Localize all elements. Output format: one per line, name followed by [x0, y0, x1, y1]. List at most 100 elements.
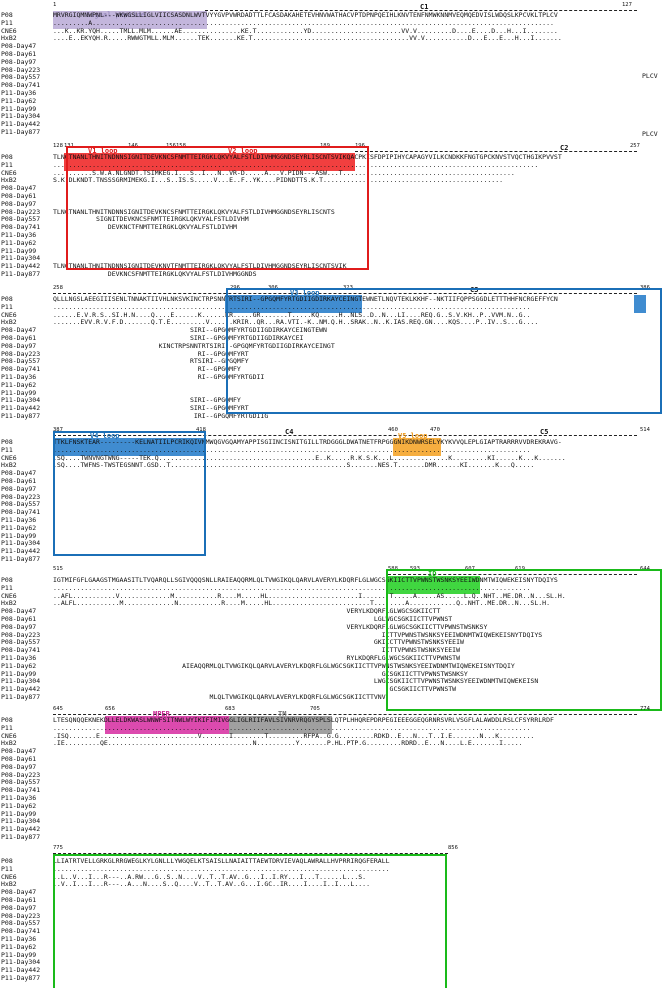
sequence-row — [53, 59, 562, 67]
sequence-name: P11-Day877 — [1, 127, 41, 136]
sequence-name: HxB2 — [1, 461, 17, 470]
highlight-region — [105, 716, 229, 734]
highlight-region — [393, 438, 441, 456]
sequence-name: P11-Day877 — [1, 973, 41, 982]
sequence-name: P11-Day442 — [1, 404, 41, 413]
sequence-name: P11 — [1, 723, 13, 732]
sequence-name: P08-Day557 — [1, 638, 41, 647]
sequence-row: ......E.V.R.S..SI.H.N....Q....E......K..… — [53, 310, 531, 319]
region-label: C4 — [285, 428, 294, 436]
sequence-rows: TTKLFNSKTEAR---------KELNATIILPCRIKQIVNM… — [53, 438, 566, 564]
sequence-name: P11-Day99 — [1, 104, 37, 113]
sequence-name: P11-Day36 — [1, 515, 37, 524]
sequence-row — [53, 129, 562, 137]
sequence-row: VERYLKDQRFLGLWGCSGKIICTT — [53, 607, 441, 616]
sequence-row: AIEAQQRMLQLTVWGIKQLQARVLAVERYLKDQRFLGLWG… — [53, 661, 515, 670]
highlight-region — [53, 11, 207, 29]
sequence-row: .ISQ.......E.........................V..… — [53, 731, 535, 740]
sequence-row: ICTTVPWNSTWSNKSYEEIW — [53, 646, 460, 655]
highlight-region — [634, 295, 646, 313]
sequence-name: P11-Day442 — [1, 825, 41, 834]
sequence-row: GCSGKIICTTVPWNSTWSNKSY — [53, 669, 468, 678]
sequence-name: P08-Day741 — [1, 786, 41, 795]
sequence-row — [53, 51, 562, 59]
sequence-name: P08-Day97 — [1, 622, 37, 631]
sequence-row: TLNCTNANLTHNITNDNNSIGNITDEVKNCSFNMTTEIRG… — [53, 207, 335, 216]
sequence-row: RTSIRI--GPGQMFY — [53, 357, 249, 366]
region-box — [53, 854, 447, 988]
sequence-row — [53, 834, 554, 842]
sequence-name: P11-Day62 — [1, 942, 37, 951]
sequence-names: P08 P11 CNE6 HxB2 P08-Day47 P08-Day61 P08-Day9… — [1, 153, 41, 279]
sequence-name: P11-Day304 — [1, 539, 41, 548]
alignment-block: 645 656 683 705 774 MPER TM P08 P11 CNE6 HxB2 P08-D… — [0, 706, 662, 846]
sequence-name: P11-Day36 — [1, 88, 37, 97]
position-number: 514 — [640, 427, 650, 433]
side-label: PLCV — [642, 72, 658, 80]
sequence-row — [53, 121, 562, 129]
sequence-name: P08-Day97 — [1, 57, 37, 66]
sequence-row: SIRI--GPGQMFYRT — [53, 404, 249, 413]
position-number: 856 — [448, 845, 458, 851]
sequence-rows: IGTMIFGFLGAAGSTMGAASITLTVQARQLLSGIVQQQSN… — [53, 576, 566, 702]
sequence-names: P08 P11 CNE6 HxB2 P08-Day47 P08-Day61 P08-Day9… — [1, 295, 41, 421]
loop-label: V2 loop — [228, 147, 258, 155]
loop-label: V4 loop — [90, 432, 120, 440]
sequence-name: P08-Day61 — [1, 476, 37, 485]
position-number: 258 — [53, 285, 63, 291]
sequence-name: P11-Day877 — [1, 269, 41, 278]
sequence-row — [53, 787, 554, 795]
alignment-block: 775 856 P08 P11 CNE6 HxB2 P08-Day47 P08-Day61 P0… — [0, 845, 662, 988]
sequence-name: P11-Day62 — [1, 801, 37, 810]
loop-label: MPER — [153, 710, 170, 718]
sequence-name: P11-Day62 — [1, 96, 37, 105]
sequence-name: P08-Day61 — [1, 754, 37, 763]
sequence-name: P08 — [1, 11, 13, 19]
sequence-row — [53, 795, 554, 803]
sequence-row — [53, 748, 554, 756]
sequence-name: P08-Day61 — [1, 49, 37, 58]
sequence-rows: QLLLNGSLAEEGIIISENLTNNAKTIIVHLNKSVKINCTR… — [53, 295, 558, 421]
region-box — [226, 288, 662, 414]
sequence-name: P08-Day741 — [1, 81, 41, 90]
sequence-name: P11-Day877 — [1, 832, 41, 841]
sequence-name: P11-Day442 — [1, 547, 41, 556]
region-box — [66, 146, 369, 270]
sequence-row — [53, 756, 554, 764]
loop-label: V1 loop — [88, 147, 118, 155]
sequence-row — [53, 772, 554, 780]
sequence-name: P11-Day62 — [1, 238, 37, 247]
sequence-name: P08-Day223 — [1, 770, 41, 779]
sequence-name: CNE6 — [1, 591, 17, 600]
sequence-row — [53, 106, 562, 114]
sequence-row — [53, 113, 562, 121]
sequence-name: P08-Day61 — [1, 614, 37, 623]
sequence-name: P08-Day47 — [1, 42, 37, 51]
sequence-row: KINCTRPSNNTRTSIRI--GPGQMFYRTGDIIGDIRKAYC… — [53, 341, 335, 350]
sequence-name: P11-Day304 — [1, 396, 41, 405]
sequence-name: P08-Day97 — [1, 762, 37, 771]
region-dash-line — [205, 10, 637, 11]
sequence-name: CNE6 — [1, 731, 17, 740]
sequence-row: DEVKNCSFNMTTEIRGKLQKVYALFSTLDIVHMGGNDS — [53, 269, 257, 278]
sequence-name: P11-Day99 — [1, 809, 37, 818]
sequence-name: P11-Day877 — [1, 692, 41, 701]
highlight-region — [184, 153, 355, 171]
sequence-row: ........................................… — [53, 583, 531, 592]
sequence-name: P11-Day442 — [1, 262, 41, 271]
position-number: 683 — [225, 706, 235, 712]
sequence-row: MLQLTVWGIKQLQARVLAVERYLKDQRFLGLWGCSGKIIC… — [53, 692, 386, 701]
sequence-name: P08-Day47 — [1, 184, 37, 193]
region-box — [386, 569, 662, 711]
alignment-block: 258 296 306 323 386 C3 V3 loop P08 P11 CNE6 HxB2 P0… — [0, 285, 662, 425]
sequence-name: P08-Day223 — [1, 349, 41, 358]
sequence-row: ........................................… — [53, 302, 531, 311]
position-number: 387 — [53, 427, 63, 433]
sequence-name: P08-Day223 — [1, 911, 41, 920]
sequence-name: HxB2 — [1, 176, 17, 185]
sequence-names: P08 P11 CNE6 HxB2 P08-Day47 P08-Day61 P08-Day9… — [1, 857, 41, 983]
sequence-row: ........................................… — [53, 445, 531, 454]
sequence-row: .........A..............................… — [53, 18, 554, 27]
loop-label: ID — [428, 570, 437, 578]
sequence-name: P08 — [1, 576, 13, 584]
